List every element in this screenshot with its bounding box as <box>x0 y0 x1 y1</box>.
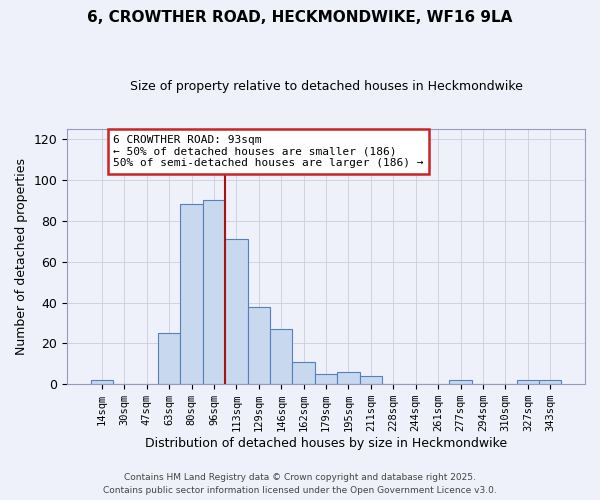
Bar <box>270 329 292 384</box>
Bar <box>539 380 562 384</box>
Bar <box>248 306 270 384</box>
Bar <box>360 376 382 384</box>
X-axis label: Distribution of detached houses by size in Heckmondwike: Distribution of detached houses by size … <box>145 437 507 450</box>
Text: 6 CROWTHER ROAD: 93sqm
← 50% of detached houses are smaller (186)
50% of semi-de: 6 CROWTHER ROAD: 93sqm ← 50% of detached… <box>113 135 424 168</box>
Bar <box>315 374 337 384</box>
Bar <box>337 372 360 384</box>
Y-axis label: Number of detached properties: Number of detached properties <box>15 158 28 355</box>
Bar <box>203 200 225 384</box>
Bar <box>292 362 315 384</box>
Bar <box>181 204 203 384</box>
Bar <box>91 380 113 384</box>
Bar <box>158 333 181 384</box>
Text: Contains HM Land Registry data © Crown copyright and database right 2025.
Contai: Contains HM Land Registry data © Crown c… <box>103 474 497 495</box>
Bar <box>449 380 472 384</box>
Text: 6, CROWTHER ROAD, HECKMONDWIKE, WF16 9LA: 6, CROWTHER ROAD, HECKMONDWIKE, WF16 9LA <box>88 10 512 25</box>
Bar <box>517 380 539 384</box>
Bar <box>225 239 248 384</box>
Title: Size of property relative to detached houses in Heckmondwike: Size of property relative to detached ho… <box>130 80 523 93</box>
